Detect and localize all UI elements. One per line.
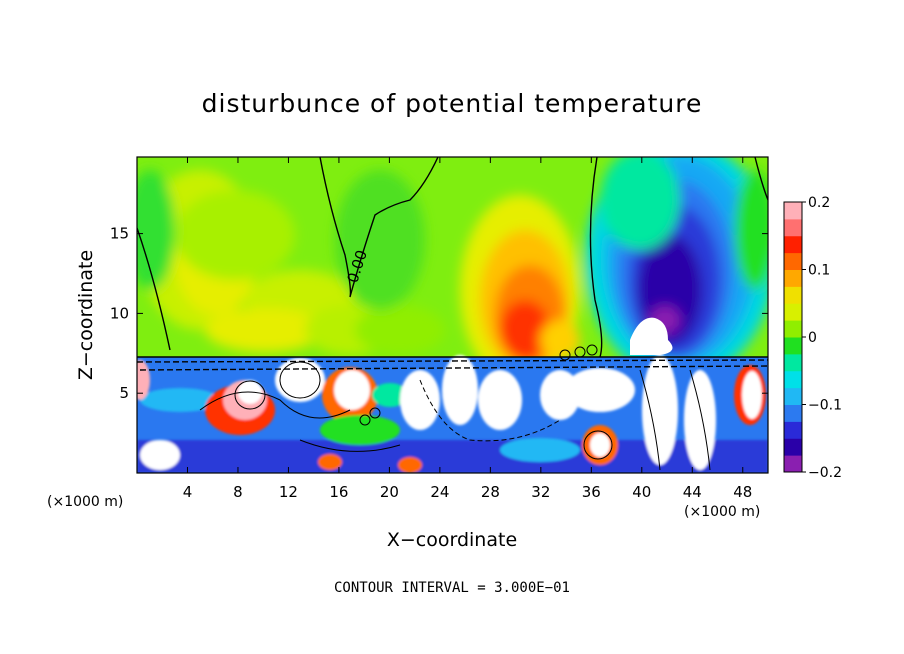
- x-tick-label: 20: [380, 483, 399, 501]
- zero-contour-middle: [319, 157, 439, 298]
- lower-layer-field: [137, 355, 768, 473]
- plot-area: 0.00: [137, 157, 768, 473]
- contour-lines: [137, 157, 768, 471]
- x-tick-label: 24: [430, 483, 449, 501]
- x-tick-label: 28: [481, 483, 500, 501]
- x-tick-label: 16: [329, 483, 348, 501]
- x-tick-label: 44: [683, 483, 702, 501]
- x-unit-right: (×1000 m): [684, 504, 760, 520]
- y-tick-label: 5: [119, 384, 129, 402]
- colorbar-label: 0.2: [808, 195, 830, 211]
- colorbar-swatch: [784, 387, 802, 405]
- x-tick-label: 12: [279, 483, 298, 501]
- x-tick-label: 8: [233, 483, 243, 501]
- zero-contour-right: [589, 157, 603, 358]
- x-axis-label: X−coordinate: [387, 529, 517, 551]
- colorbar-swatch: [784, 202, 802, 220]
- colorbar-swatch: [784, 269, 802, 287]
- colorbar-swatch: [784, 235, 802, 254]
- colorbar-swatch: [784, 252, 802, 270]
- x-tick-label: 4: [183, 483, 193, 501]
- y-axis-label: Z−coordinate: [75, 250, 97, 380]
- x-tick-label: 48: [733, 483, 752, 501]
- colorbar-swatch: [784, 404, 802, 422]
- colorbar-swatch: [784, 353, 802, 372]
- colorbar-swatch: [784, 303, 802, 321]
- colorbar-swatch: [784, 218, 802, 237]
- chart-title: disturbunce of potential temperature: [202, 89, 703, 118]
- x-tick-label: 32: [531, 483, 550, 501]
- zero-contour-left: [137, 227, 171, 351]
- x-unit-left: (×1000 m): [47, 494, 123, 510]
- upper-layer-field: [137, 157, 768, 385]
- y-tick-label: 15: [110, 225, 129, 243]
- colorbar-label: −0.2: [808, 465, 842, 481]
- y-tick-label: 10: [110, 304, 129, 322]
- colorbar-label: 0: [808, 330, 817, 346]
- colorbar-swatch: [784, 286, 802, 304]
- plot-frame: [136, 156, 769, 474]
- colorbar-swatch: [784, 320, 802, 338]
- contour-interval-note: CONTOUR INTERVAL = 3.000E−01: [334, 580, 570, 596]
- x-tick-label: 36: [582, 483, 601, 501]
- white-patch-upper: [630, 317, 673, 355]
- colorbar-swatch: [784, 370, 802, 389]
- colorbar-swatch: [784, 421, 802, 439]
- colorbar: 0.2 0.1 0 −0.1 −0.2: [783, 195, 842, 481]
- zero-contour-edge: [754, 157, 768, 201]
- x-tick-label: 40: [632, 483, 651, 501]
- colorbar-swatch: [784, 438, 802, 456]
- x-axis: 4 8 12 16 20 24 28 32 36 40 44 48: [183, 157, 752, 501]
- colorbar-label: 0.1: [808, 263, 830, 279]
- y-axis: 5 10 15: [110, 225, 768, 402]
- colorbar-label: −0.1: [808, 398, 842, 414]
- colorbar-swatch: [784, 337, 802, 355]
- colorbar-swatch: [784, 455, 802, 473]
